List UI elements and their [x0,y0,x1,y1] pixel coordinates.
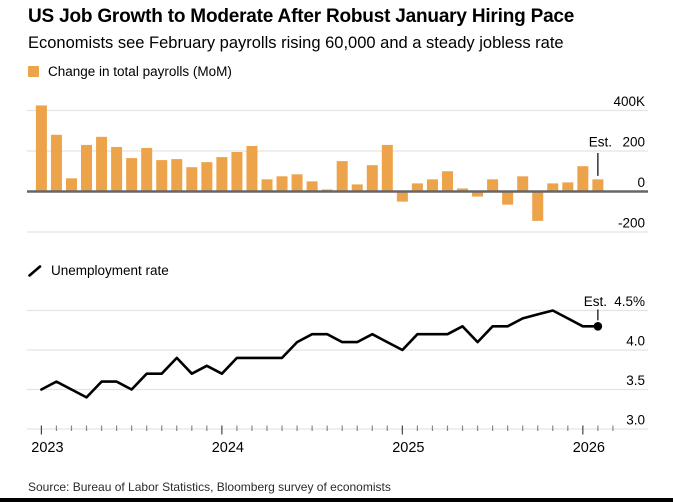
unemployment-line [40,309,600,399]
line-ytick-label: 3.0 [626,413,645,428]
payrolls-bar [111,146,123,192]
payrolls-bar [577,166,589,192]
payrolls-bar [426,179,438,192]
payrolls-bar-negative [502,191,514,205]
x-axis-year-label: 2024 [212,440,244,456]
payrolls-bar [276,176,288,192]
line-ytick-label: 4.0 [626,334,645,349]
payrolls-bar [231,152,243,192]
page-title: US Job Growth to Moderate After Robust J… [28,6,575,27]
payrolls-bar [261,179,273,192]
bar-series-icon [28,66,39,77]
x-axis-year-label: 2025 [392,440,424,456]
bar-ytick-label: 0 [637,175,645,190]
payrolls-bar [186,167,198,192]
bar-est-label: Est. [589,135,612,150]
x-axis-year-label: 2026 [573,440,605,456]
payrolls-bar-negative [532,191,544,221]
payrolls-bar [141,147,153,192]
payrolls-bar [366,165,378,192]
unemployment-legend-label: Unemployment rate [51,263,169,278]
payrolls-bar [441,171,453,192]
line-ytick-label: 4.5% [614,294,645,309]
payrolls-bar [50,134,62,192]
payrolls-bar [81,144,93,192]
payrolls-bar [126,158,138,192]
source-note: Source: Bureau of Labor Statistics, Bloo… [28,480,391,494]
footer-bar [0,498,673,502]
payrolls-bar [457,188,469,192]
payrolls-bar [336,161,348,192]
page-subtitle: Economists see February payrolls rising … [28,34,564,52]
line-series-icon [28,264,42,278]
x-axis-year-label: 2023 [31,440,63,456]
payrolls-bar [517,176,529,192]
payrolls-bar-negative [396,191,408,202]
payrolls-bar [171,159,183,192]
payrolls-bar-negative [472,191,484,197]
bar-ytick-label: 400K [613,94,645,109]
payrolls-bar [547,183,559,192]
bar-ytick-label: -200 [618,216,645,231]
line-end-dot [593,322,603,331]
payrolls-bar [592,179,604,192]
payrolls-legend: Change in total payrolls (MoM) [28,64,232,79]
unemployment-legend: Unemployment rate [28,263,169,278]
payrolls-bar [381,144,393,192]
payrolls-bar [216,157,228,192]
payrolls-bar [156,160,168,192]
payrolls-bar [562,182,574,192]
payrolls-bar [246,145,258,192]
payrolls-bar [351,184,363,192]
payrolls-legend-label: Change in total payrolls (MoM) [48,64,232,79]
payrolls-bar [306,181,318,192]
payrolls-bar [96,136,108,192]
payrolls-bar [291,174,303,192]
payrolls-bar [487,179,499,192]
payrolls-bar [411,183,423,192]
payrolls-bar [65,178,77,192]
payrolls-bar [201,162,213,192]
bar-ytick-label: 200 [622,135,645,150]
payrolls-bar [35,105,47,192]
line-est-label: Est. [584,294,607,309]
line-ytick-label: 3.5 [626,373,645,388]
